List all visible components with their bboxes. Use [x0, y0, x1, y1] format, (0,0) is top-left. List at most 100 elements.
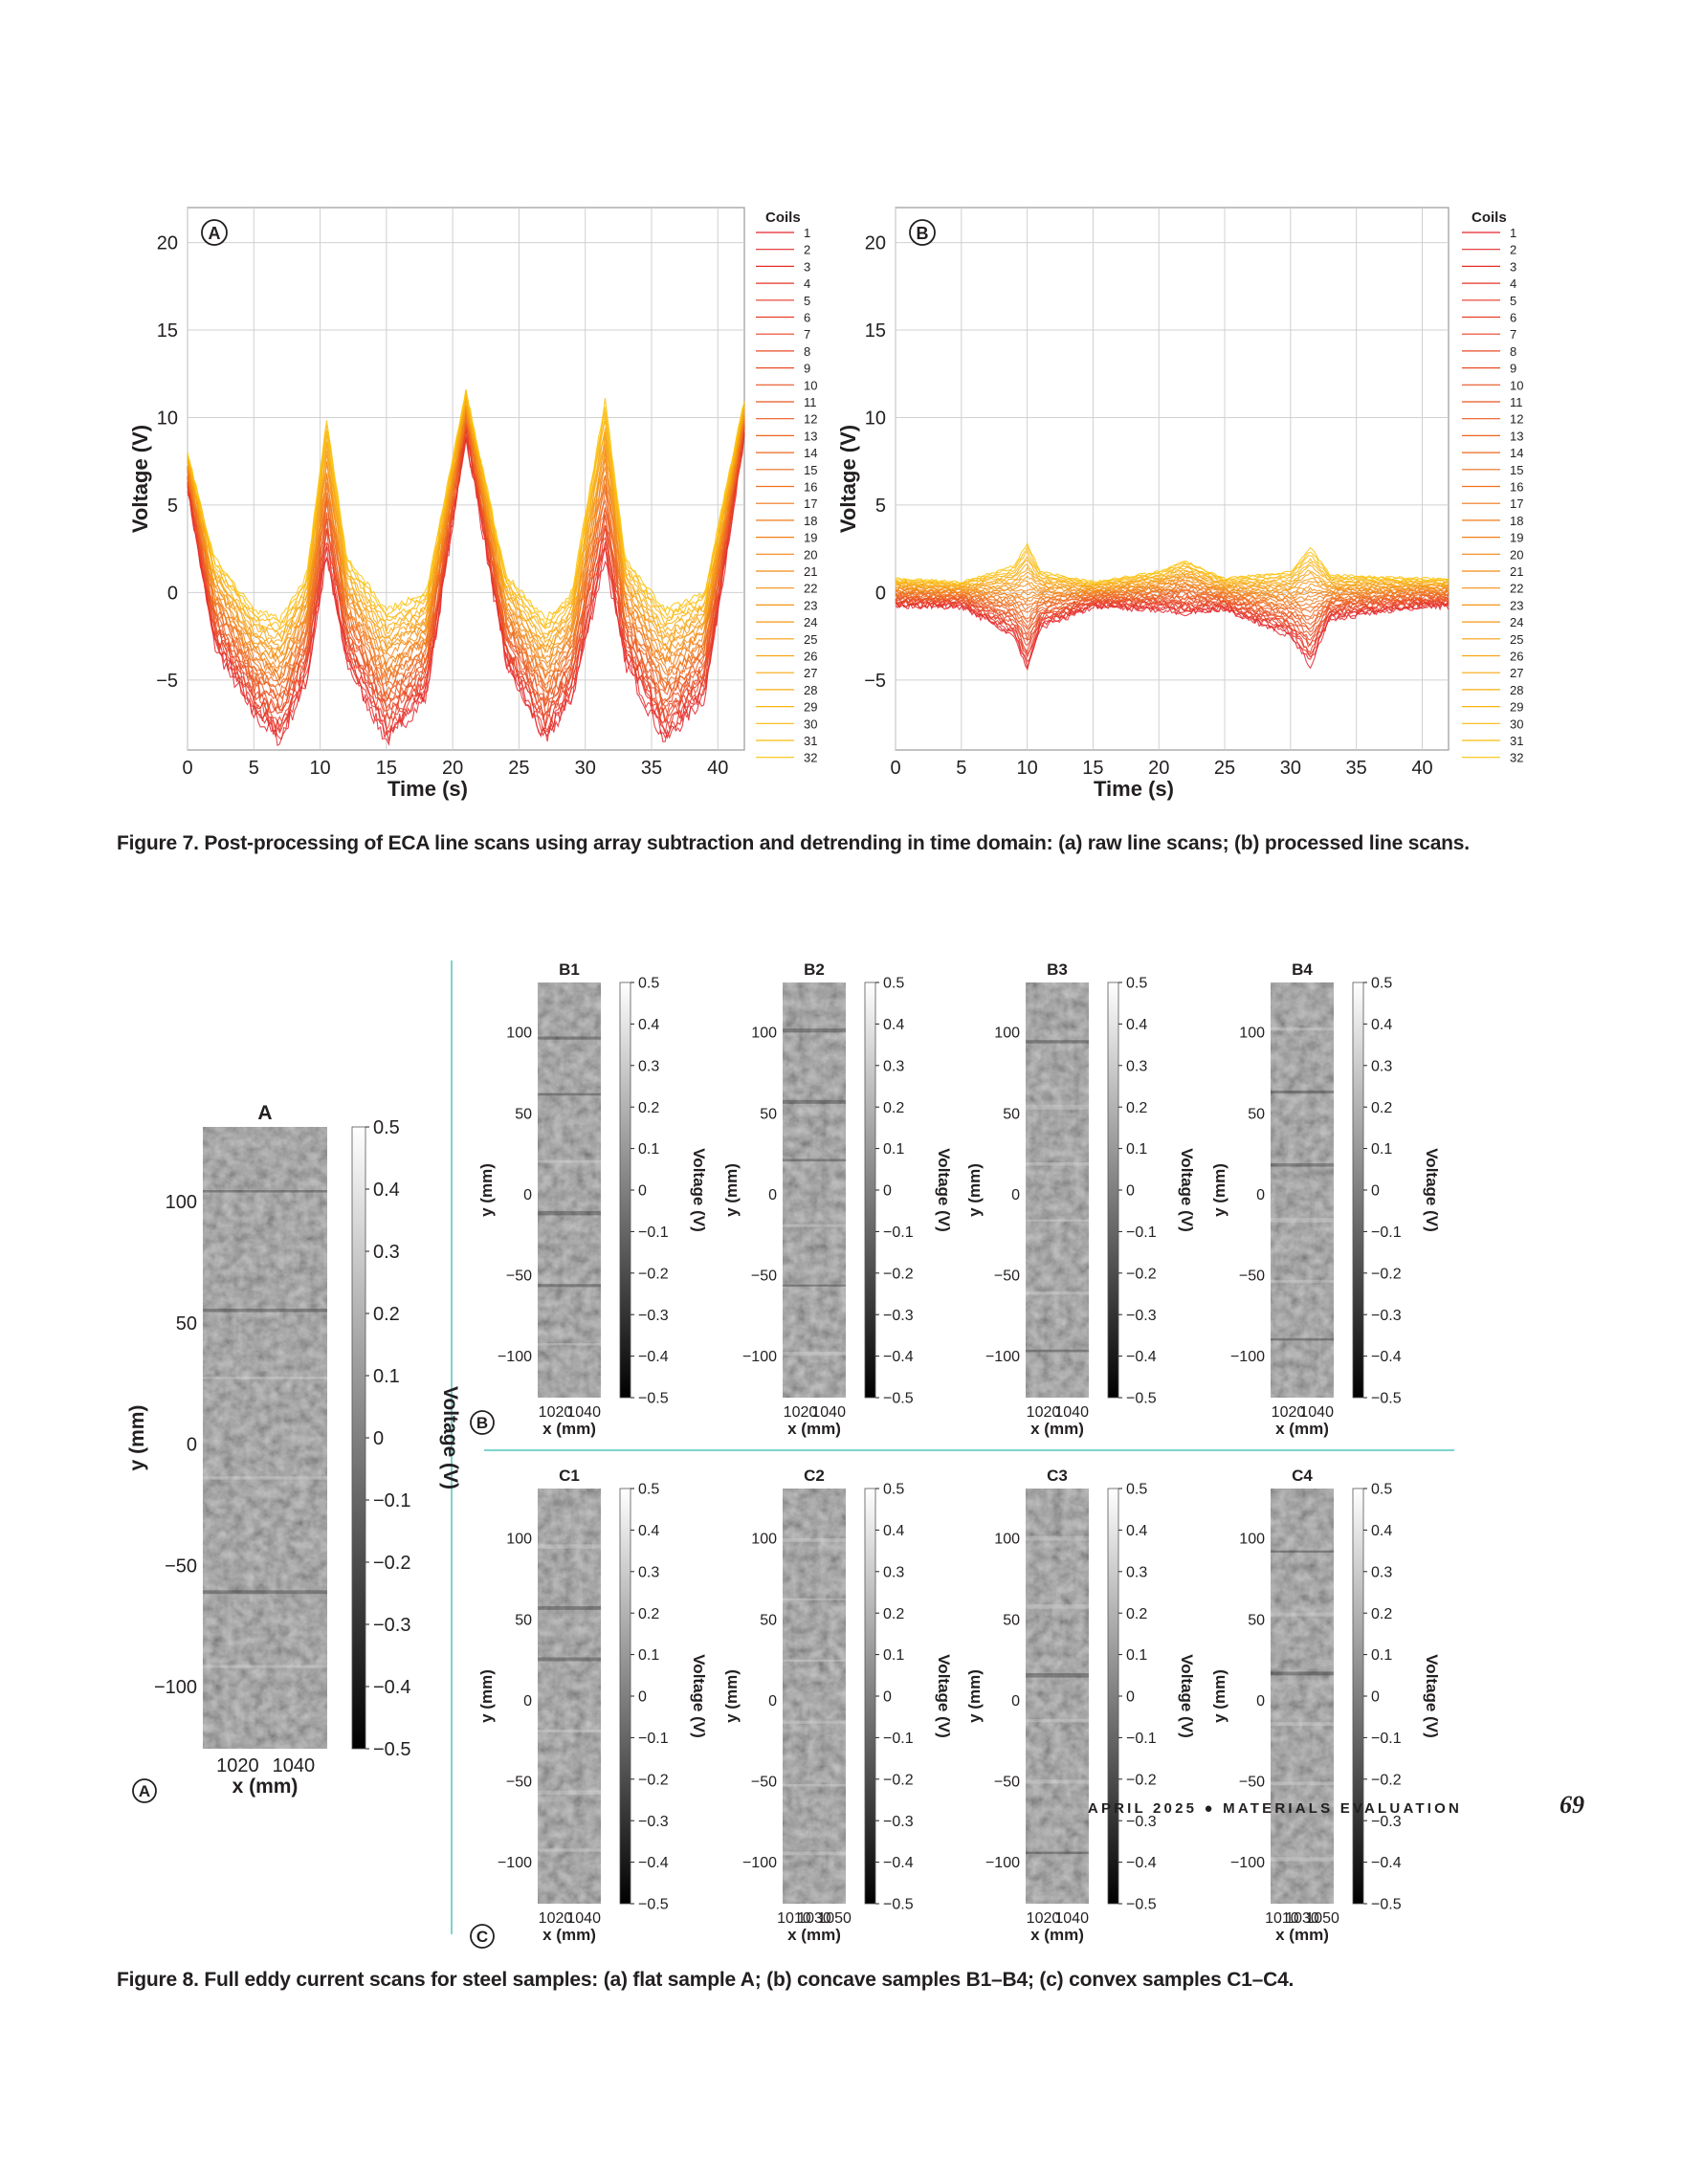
scan-band [203, 1665, 327, 1668]
panel-letter: C [476, 1928, 488, 1946]
panel-letter: B [476, 1414, 488, 1432]
y-tick-label: 50 [1248, 1106, 1265, 1122]
x-tick-label: 35 [641, 758, 662, 779]
colorbar-tick-label: 0.5 [638, 976, 659, 992]
y-tick-label: 0 [1011, 1187, 1020, 1203]
colorbar-tick-label: −0.1 [373, 1490, 410, 1511]
colorbar-tick-label: 0.2 [1371, 1100, 1392, 1116]
colorbar-tick-label: 0.2 [1371, 1606, 1392, 1622]
plot-frame [895, 207, 1450, 751]
scan-band [538, 1092, 601, 1096]
x-axis-title: Time (s) [387, 777, 468, 801]
colorbar-title: Voltage (V) [1423, 1148, 1441, 1232]
x-axis-title: Time (s) [1094, 777, 1174, 801]
scan-band [783, 1659, 846, 1663]
colorbar-tick-label: −0.3 [1371, 1308, 1402, 1324]
series-line-coil-3 [895, 601, 1450, 663]
colorbar [864, 1488, 876, 1905]
colorbar-title: Voltage (V) [1178, 1654, 1196, 1738]
heatmap-title: A [257, 1102, 272, 1124]
legend-entry: 4 [804, 276, 810, 291]
colorbar-tick-label: 0.2 [1126, 1100, 1147, 1116]
y-axis-title: y (mm) [126, 1405, 148, 1471]
colorbar-tick-label: 0 [883, 1183, 892, 1200]
colorbar-title: Voltage (V) [1423, 1654, 1441, 1738]
legend-entry: 18 [1510, 514, 1523, 528]
colorbar-tick-label: −0.1 [1371, 1224, 1402, 1241]
series-line-coil-3 [187, 433, 745, 739]
panel-badge [201, 219, 228, 246]
x-axis-title: x (mm) [542, 1420, 596, 1438]
scan-band [538, 1605, 601, 1610]
colorbar-tick-label: 0.4 [373, 1180, 400, 1201]
colorbar-tick-label: 0.1 [1126, 1141, 1147, 1158]
y-tick-label: 10 [865, 408, 886, 429]
y-tick-label: 50 [1003, 1612, 1020, 1628]
y-axis-title: y (mm) [722, 1163, 741, 1217]
y-tick-label: 5 [875, 496, 886, 517]
colorbar [1107, 982, 1119, 1399]
series-line-coil-30 [895, 549, 1450, 585]
scan-band [203, 1377, 327, 1379]
y-axis-title: y (mm) [965, 1669, 984, 1723]
colorbar-tick-label: 0.2 [883, 1100, 904, 1116]
legend-entry: 32 [1510, 751, 1523, 765]
colorbar-tick-label: −0.3 [883, 1814, 914, 1830]
y-tick-label: −50 [506, 1268, 532, 1285]
heatmap-texture [203, 1127, 327, 1749]
x-tick-label: 5 [249, 758, 259, 779]
y-tick-label: 20 [157, 233, 178, 254]
legend-entry: 1 [1510, 226, 1516, 240]
y-tick-label: 10 [157, 408, 178, 429]
legend-entry: 18 [804, 514, 817, 528]
colorbar-tick-label: 0.2 [638, 1100, 659, 1116]
scan-band [203, 1590, 327, 1595]
legend-entry: 22 [804, 582, 817, 596]
x-tick-label: 1050 [1305, 1910, 1339, 1927]
colorbar-tick-label: −0.3 [373, 1615, 410, 1636]
series-line-coil-23 [895, 574, 1450, 592]
colorbar-tick-label: −0.1 [1371, 1731, 1402, 1747]
y-tick-label: 100 [506, 1532, 532, 1548]
colorbar-tick-label: −0.4 [1371, 1349, 1402, 1365]
legend-entry: 7 [804, 327, 810, 342]
x-tick-label: 40 [1411, 758, 1432, 779]
colorbar-tick-label: −0.2 [638, 1266, 669, 1282]
colorbar-tick-label: 0.3 [1126, 1058, 1147, 1074]
scan-band [538, 1159, 601, 1163]
colorbar-tick-label: −0.5 [883, 1897, 914, 1913]
y-tick-label: −50 [165, 1555, 197, 1577]
x-tick-label: 1020 [539, 1404, 573, 1421]
colorbar [864, 982, 876, 1399]
scan-band [1271, 1279, 1334, 1284]
colorbar-tick-label: 0.4 [883, 1523, 904, 1539]
colorbar-tick-label: −0.4 [1126, 1349, 1157, 1365]
series-line-coil-11 [895, 593, 1450, 630]
colorbar-tick-label: −0.1 [638, 1731, 669, 1747]
legend: Coils12345678910111213141516171819202122… [756, 210, 817, 765]
y-tick-label: −100 [1230, 1855, 1265, 1871]
x-tick-label: 20 [1148, 758, 1169, 779]
y-tick-label: −50 [994, 1775, 1020, 1791]
colorbar-tick-label: 0 [883, 1689, 892, 1706]
colorbar-title: Voltage (V) [1178, 1148, 1196, 1232]
series-line-coil-28 [895, 559, 1450, 586]
figure-7-caption: Figure 7. Post-processing of ECA line sc… [117, 832, 1470, 854]
y-tick-label: 0 [1011, 1693, 1020, 1710]
panel-letter: A [209, 224, 221, 243]
scan-band [1026, 1291, 1089, 1295]
colorbar-tick-label: 0.5 [1126, 976, 1147, 992]
y-tick-label: 100 [506, 1026, 532, 1042]
y-tick-label: 50 [760, 1106, 777, 1122]
scan-band [538, 1284, 601, 1288]
x-tick-label: 40 [707, 758, 728, 779]
legend-entry: 14 [804, 446, 817, 460]
colorbar-title: Voltage (V) [935, 1654, 953, 1738]
colorbar-tick-label: 0 [638, 1183, 647, 1200]
colorbar-tick-label: −0.3 [883, 1308, 914, 1324]
colorbar-tick-label: −0.5 [883, 1391, 914, 1407]
